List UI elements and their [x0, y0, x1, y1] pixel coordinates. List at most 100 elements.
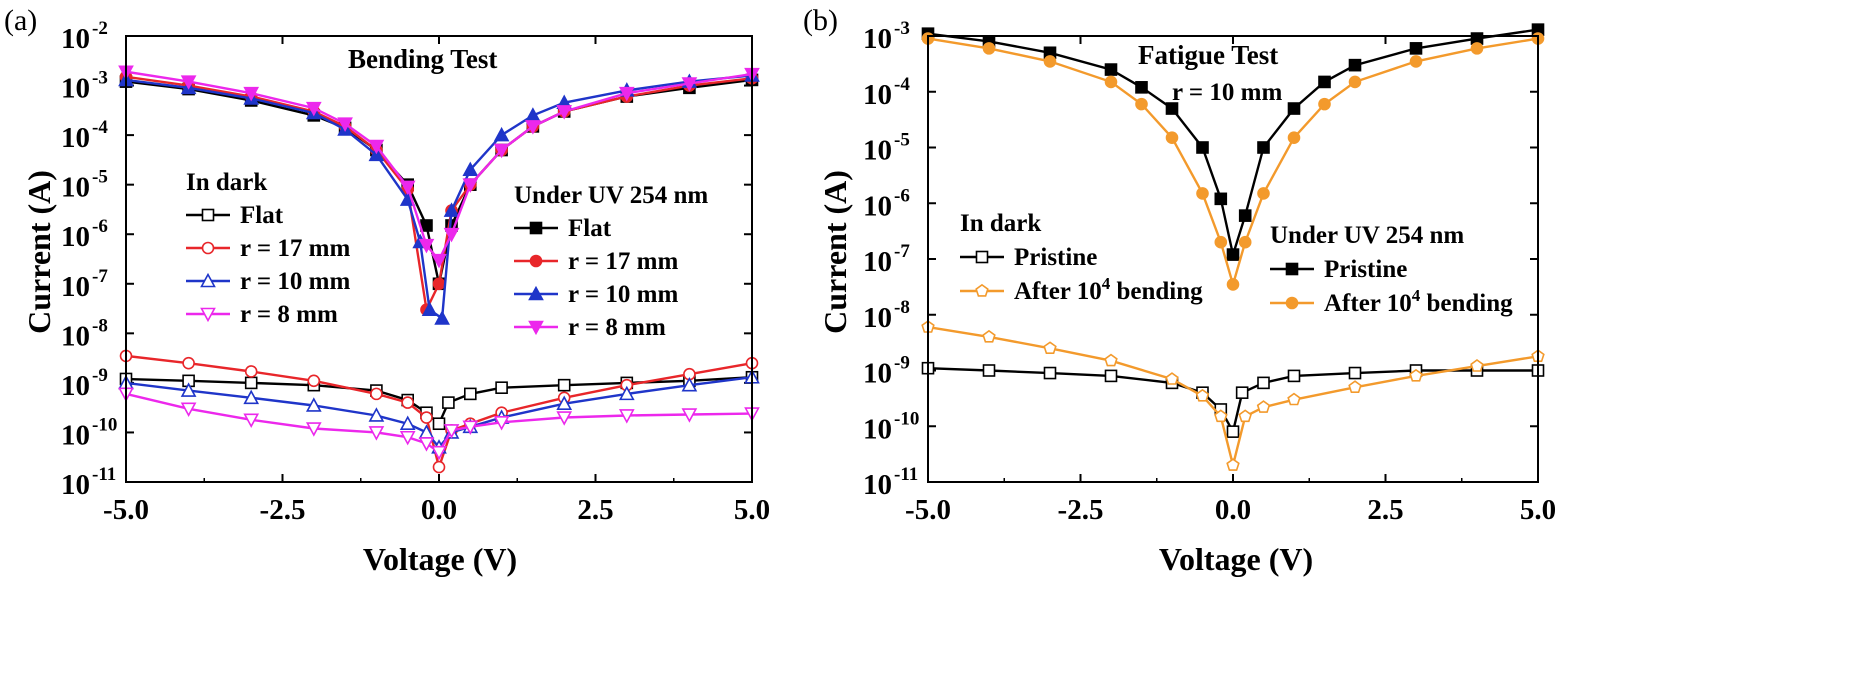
panel-b-data-point: [982, 42, 996, 55]
panel-b-legend-title: Under UV 254 nm: [1270, 222, 1464, 249]
panel-b-y-tick-base: 10: [863, 190, 892, 222]
panel-b-series-in-dark-pristine: [921, 361, 1545, 438]
panel-b-y-tick-exponent: -6: [894, 185, 910, 206]
panel-b-y-tick-exponent: -8: [894, 297, 910, 318]
panel-a-legend-marker: [529, 221, 543, 235]
panel-a-y-tick-exponent: -11: [92, 464, 116, 485]
panel-a-data-point: [462, 420, 479, 435]
panel-b-y-axis-label: Current (A): [817, 170, 853, 334]
panel-b-legend-label: After 104 bending: [1014, 274, 1203, 305]
panel-a-data-point: [418, 437, 435, 452]
panel-b-series: [921, 23, 1545, 471]
panel-a-y-tick-label: 10: [61, 370, 90, 402]
panel-a-y-tick-label: 10: [61, 172, 90, 204]
panel-b-data-point: [1409, 55, 1423, 68]
panel-b-data-point: [982, 364, 996, 377]
panel-b-data-point: [1348, 75, 1362, 89]
panel-a-legend-marker: [528, 285, 544, 301]
panel-a-y-tick-base: 10: [61, 320, 90, 352]
panel-a-data-point: [180, 402, 197, 417]
panel-a-y-tick-exponent: -2: [92, 18, 108, 39]
panel-a-data-point: [370, 387, 383, 401]
panel-a-series-under-uv-254-nm-r-8-mm: [118, 65, 760, 269]
panel-a-series-line: [125, 376, 753, 450]
panel-b-legend-suffix: bending: [1420, 290, 1513, 317]
panel-a-data-point: [681, 77, 698, 92]
panel-a-legend-item: r = 8 mm: [514, 314, 666, 341]
panel-a-legend-label: Flat: [568, 215, 612, 242]
panel-a-data-point: [493, 126, 510, 142]
panel-b-x-tick-label: 5.0: [1520, 494, 1556, 526]
panel-b-y-tick-exponent: -4: [894, 74, 910, 95]
panel-b-legend-label: Pristine: [1324, 256, 1407, 283]
panel-a-series-in-dark-flat: [119, 370, 759, 431]
panel-b-x-tick-label: -2.5: [1058, 494, 1104, 526]
panel-a-data-point: [495, 381, 508, 394]
panel-a-data-point: [182, 356, 195, 370]
panel-b-y-tick-label: 10: [863, 135, 892, 167]
panel-a-data-point: [399, 180, 416, 196]
panel-a-legend-item: Flat: [186, 202, 284, 229]
panel-b-data-point: [1470, 359, 1484, 372]
panel-a-legend-label-text: r = 17 mm: [240, 235, 350, 262]
panel-b-frame: [927, 35, 1539, 483]
panel-a-data-point: [525, 107, 541, 122]
panel-b-data-point: [1257, 141, 1270, 154]
panel-a-y-tick-exponent: -5: [92, 167, 108, 188]
panel-a-data-point: [180, 75, 197, 90]
panel-b-data-point: [1318, 97, 1331, 111]
panel-b-y-tick-label: 10: [863, 358, 892, 390]
panel-a-y-tick-base: 10: [61, 23, 90, 55]
panel-a-data-point: [525, 120, 541, 135]
panel-a-data-point: [421, 301, 438, 316]
panel-a-data-point: [681, 408, 698, 423]
panel-a-legend-label: r = 17 mm: [240, 235, 350, 262]
panel-b-y-tick-base: 10: [863, 79, 892, 111]
panel-b-y-tick-label: 10: [863, 190, 892, 222]
panel-b-data-point: [1043, 55, 1057, 68]
panel-a-x-tick-label: -5.0: [103, 494, 149, 526]
panel-a-data-point: [368, 426, 385, 441]
panel-a-legend-marker: [201, 208, 215, 222]
panel-b-y-tick-label: 10: [863, 302, 892, 334]
panel-a-y-tick-base: 10: [61, 73, 90, 105]
panel-a-legend-item: r = 10 mm: [514, 281, 678, 308]
panel-a-data-point: [399, 415, 416, 431]
panel-b-data-point: [1104, 353, 1118, 367]
panel-a-legend-title: In dark: [186, 169, 267, 196]
panel-b-legend-title: In dark: [960, 210, 1041, 237]
panel-b-series-under-uv-254-nm-after-10-4-bending: [921, 32, 1545, 291]
panel-a-series-in-dark-r-10-mm: [118, 369, 760, 454]
panel-b-x-tick-label: 0.0: [1215, 494, 1251, 526]
panel-b-data-point: [1470, 42, 1484, 55]
panel-b-y-tick-base: 10: [863, 135, 892, 167]
panel-a-title: Bending Test: [348, 44, 497, 74]
panel-a-data-point: [243, 413, 260, 428]
panel-a-data-point: [493, 143, 510, 159]
panel-a-legend-label-text: Flat: [240, 202, 284, 229]
panel-a-data-point: [305, 397, 322, 412]
panel-a-legend-item: r = 10 mm: [186, 268, 350, 295]
panel-a-x-tick-label: 2.5: [577, 494, 613, 526]
panel-a-y-tick-exponent: -8: [92, 315, 108, 336]
panel-b-data-point: [1195, 388, 1210, 402]
panel-b-data-point: [1104, 75, 1118, 89]
panel-b-data-point: [1235, 386, 1249, 399]
panel-a-data-point: [618, 86, 635, 102]
panel-a-series: [118, 65, 760, 474]
panel-a-legend-label-text: r = 10 mm: [240, 268, 350, 295]
panel-b-legend-marker: [975, 283, 989, 297]
panel-a-y-tick-exponent: -4: [92, 117, 108, 138]
panel-b-y-tick-label: 10: [863, 23, 892, 55]
panel-b-data-point: [1135, 81, 1148, 94]
panel-a-y-tick-exponent: -7: [92, 266, 108, 287]
panel-a-y-tick-label: 10: [61, 469, 90, 501]
panel-a-data-point: [418, 238, 435, 254]
panel-a-data-point: [443, 202, 460, 217]
panel-b-x-tick-label: -5.0: [905, 494, 951, 526]
panel-a-data-point: [337, 117, 353, 132]
panel-a-data-point: [305, 422, 322, 437]
panel-a-x-tick-label: 5.0: [734, 494, 770, 526]
